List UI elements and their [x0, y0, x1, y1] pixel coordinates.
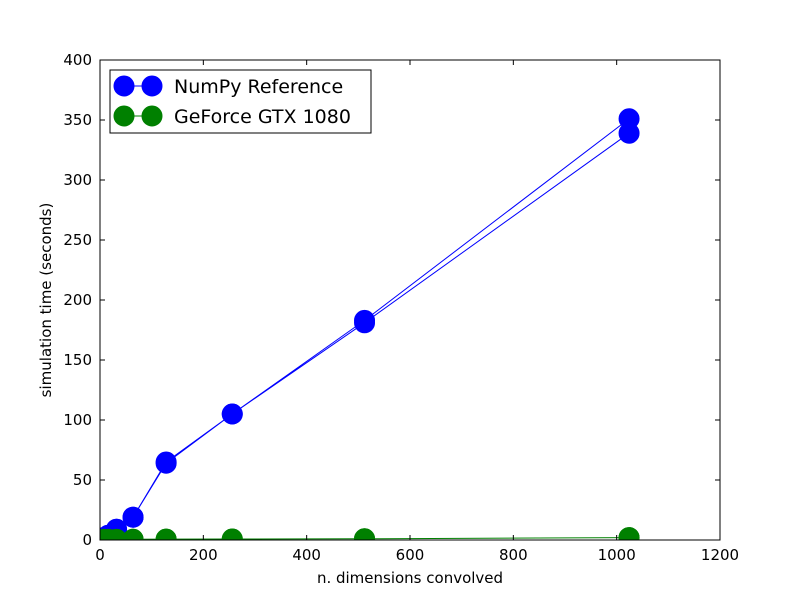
- x-tick-label: 200: [189, 546, 218, 564]
- legend-label-gtx1080: GeForce GTX 1080: [174, 106, 351, 128]
- y-tick-label: 100: [63, 411, 92, 429]
- y-tick-label: 0: [82, 531, 92, 549]
- x-tick-label: 1200: [701, 546, 739, 564]
- y-tick-label: 150: [63, 351, 92, 369]
- legend-marker-numpy: [113, 75, 135, 97]
- data-point-series-1: [221, 528, 243, 540]
- y-tick-label: 350: [63, 111, 92, 129]
- y-tick-label: 300: [63, 171, 92, 189]
- x-tick-label: 800: [499, 546, 528, 564]
- data-point-series-1: [100, 528, 115, 540]
- data-point-series-0: [122, 506, 144, 528]
- y-axis-label: simulation time (seconds): [37, 203, 55, 398]
- plot-area: [100, 60, 720, 540]
- y-tick-label: 50: [73, 471, 92, 489]
- data-point-series-0: [354, 312, 376, 334]
- series-group: [100, 108, 640, 540]
- y-tick-label: 200: [63, 291, 92, 309]
- ticks-layer: 0 200 400 600 800 1000 1200 0 50 100 150 200 250 300 3…: [63, 51, 739, 564]
- y-tick-label: 400: [63, 51, 92, 69]
- data-point-series-0: [221, 403, 243, 425]
- legend-marker-gtx1080: [113, 105, 135, 127]
- x-tick-label: 400: [292, 546, 321, 564]
- y-tick-label: 250: [63, 231, 92, 249]
- data-point-series-0: [155, 451, 177, 473]
- legend: NumPy Reference GeForce GTX 1080: [109, 69, 372, 134]
- x-axis-label: n. dimensions convolved: [317, 569, 503, 587]
- legend-marker-gtx1080: [141, 105, 163, 127]
- legend-label-numpy: NumPy Reference: [174, 76, 343, 98]
- legend-marker-numpy: [141, 75, 163, 97]
- data-point-series-0: [618, 122, 640, 144]
- x-tick-label: 0: [95, 546, 105, 564]
- series-layer: [100, 108, 640, 540]
- x-tick-label: 600: [396, 546, 425, 564]
- data-point-series-1: [354, 528, 376, 540]
- data-point-series-1: [155, 528, 177, 540]
- data-point-series-1: [618, 527, 640, 540]
- x-tick-label: 1000: [598, 546, 636, 564]
